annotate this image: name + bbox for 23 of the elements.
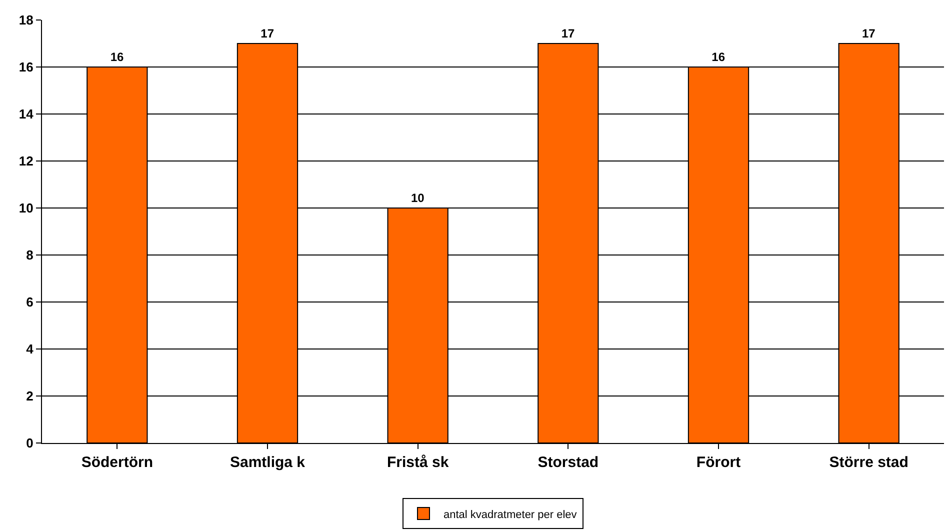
y-tick-label: 18 bbox=[18, 12, 34, 28]
x-tick-label: Samtliga k bbox=[230, 454, 306, 471]
data-label: 16 bbox=[712, 50, 726, 64]
data-label: 16 bbox=[110, 50, 124, 64]
data-label: 17 bbox=[862, 26, 876, 40]
x-tick-label: Fristå sk bbox=[386, 454, 450, 471]
y-tick-label: 8 bbox=[26, 248, 34, 263]
data-label: 17 bbox=[561, 26, 575, 40]
legend-label: antal kvadratmeter per elev bbox=[444, 508, 578, 521]
x-tick-label: Förort bbox=[696, 454, 741, 471]
y-tick-label: 0 bbox=[26, 436, 34, 451]
x-tick-label: Södertörn bbox=[81, 454, 154, 471]
y-tick-label: 12 bbox=[18, 154, 34, 169]
x-tick-label: Större stad bbox=[829, 454, 908, 471]
y-tick-label: 2 bbox=[26, 388, 34, 404]
data-label: 17 bbox=[260, 26, 274, 40]
y-tick-label: 16 bbox=[18, 60, 34, 75]
y-tick-label: 10 bbox=[18, 200, 34, 216]
data-label: 10 bbox=[411, 191, 425, 205]
y-tick-label: 14 bbox=[18, 106, 34, 122]
y-tick-label: 6 bbox=[26, 294, 34, 310]
y-tick-label: 4 bbox=[26, 342, 34, 357]
x-tick-label: Storstad bbox=[538, 454, 599, 471]
